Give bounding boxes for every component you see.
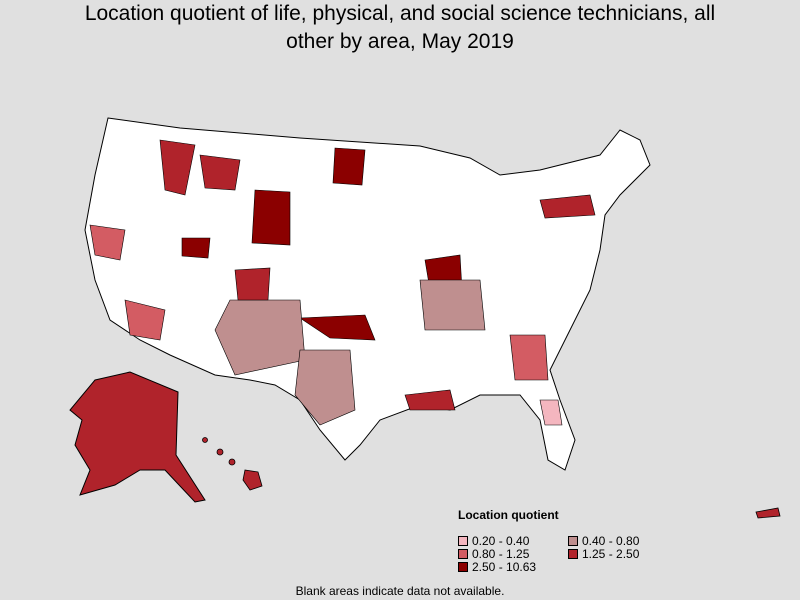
legend-item: 1.25 - 2.50 — [568, 547, 639, 561]
legend-label: 0.80 - 1.25 — [472, 547, 530, 561]
legend-label: 0.40 - 0.80 — [582, 534, 640, 548]
legend-item: 0.40 - 0.80 — [568, 534, 639, 548]
map-title: Location quotient of life, physical, and… — [84, 2, 716, 53]
hawaii — [202, 437, 263, 491]
us-outline — [84, 117, 651, 471]
alaska — [69, 371, 206, 503]
legend-title: Location quotient — [458, 508, 559, 522]
puerto-rico — [755, 507, 781, 519]
legend-swatch — [458, 536, 468, 546]
legend-label: 2.50 - 10.63 — [472, 560, 537, 574]
legend-item: 0.20 - 0.40 — [458, 534, 529, 548]
legend-label: 0.20 - 0.40 — [472, 534, 530, 548]
footnote: Blank areas indicate data not available. — [295, 584, 505, 598]
legend-swatch — [458, 562, 468, 572]
legend-swatch — [568, 536, 578, 546]
legend-item: 2.50 - 10.63 — [458, 560, 536, 574]
legend-swatch — [458, 549, 468, 559]
legend-item: 0.80 - 1.25 — [458, 547, 529, 561]
regions — [89, 139, 596, 426]
legend-swatch — [568, 549, 578, 559]
legend-label: 1.25 - 2.50 — [582, 547, 640, 561]
